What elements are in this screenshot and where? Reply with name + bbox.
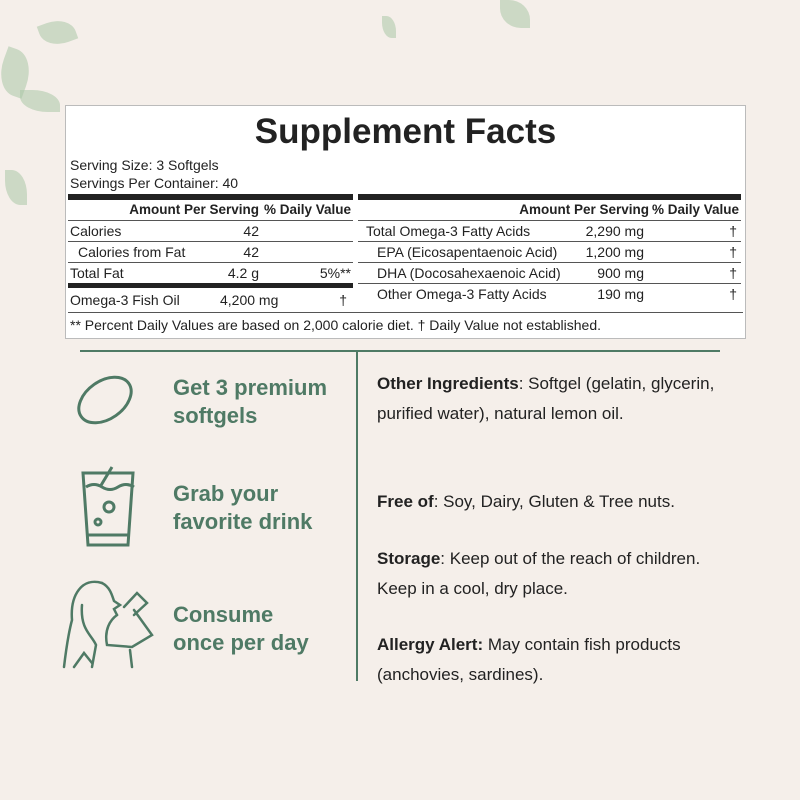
divider — [80, 350, 720, 352]
free-of: Free of: Soy, Dairy, Gluten & Tree nuts. — [377, 492, 675, 511]
step-1: Get 3 premium softgels — [173, 375, 328, 428]
right-facts-table: Amount Per Serving% Daily Value Total Om… — [358, 194, 741, 305]
leaf-decoration — [500, 0, 530, 28]
step-2: Grab your favorite drink — [173, 481, 313, 534]
header-amount: Amount Per Serving — [129, 202, 259, 217]
other-ingredients: Other Ingredients: Softgel (gelatin, gly… — [377, 374, 715, 423]
supplement-facts-label: Supplement Facts Serving Size: 3 Softgel… — [65, 105, 746, 339]
table-row: DHA (Docosahexaenoic Acid) 900 mg † — [358, 263, 741, 284]
leaf-decoration — [20, 90, 60, 112]
softgel-icon — [77, 375, 133, 425]
label-title: Supplement Facts — [254, 112, 557, 151]
header-dv: % Daily Value — [263, 202, 351, 217]
table-row: Calories 42 — [68, 221, 353, 242]
drink-glass-icon — [81, 466, 135, 547]
serving-size: Serving Size: 3 Softgels — [70, 157, 219, 173]
table-row: Other Omega-3 Fatty Acids 190 mg † — [377, 286, 737, 302]
table-row: Omega-3 Fish Oil 4,200 mg † — [70, 292, 347, 308]
leaf-decoration — [5, 170, 27, 205]
header-amount: Amount Per Serving — [519, 202, 649, 217]
table-row: EPA (Eicosapentaenoic Acid) 1,200 mg † — [358, 242, 741, 263]
divider — [356, 351, 358, 681]
leaf-decoration — [382, 16, 396, 38]
storage: Storage: Keep out of the reach of childr… — [377, 549, 701, 598]
woman-drinking-icon — [62, 580, 154, 669]
step-3: Consume once per day — [173, 602, 309, 655]
servings-per-container: Servings Per Container: 40 — [70, 175, 239, 191]
footnote: ** Percent Daily Values are based on 2,0… — [70, 317, 602, 333]
table-row: Calories from Fat 42 — [68, 242, 353, 263]
left-facts-table: Amount Per Serving % Daily Value Calories… — [68, 194, 353, 312]
allergy-alert: Allergy Alert: May contain fish products… — [377, 635, 681, 684]
leaf-decoration — [36, 14, 79, 51]
header-dv: % Daily Value — [651, 202, 739, 217]
table-row: Total Fat 4.2 g 5%** — [68, 263, 353, 288]
table-row: Total Omega-3 Fatty Acids 2,290 mg † — [358, 221, 741, 242]
